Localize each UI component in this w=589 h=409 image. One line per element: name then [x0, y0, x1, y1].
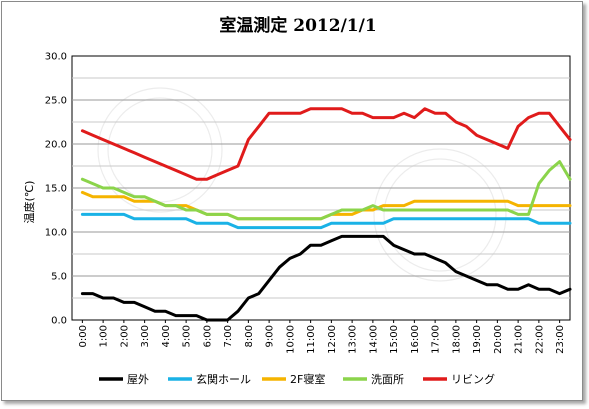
x-tick-label: 14:00 [368, 325, 379, 354]
y-tick-label: 30.0 [45, 52, 67, 63]
y-axis-label: 温度(℃) [22, 181, 36, 224]
series-line-屋外 [80, 234, 572, 322]
series-line-洗面所 [80, 160, 572, 221]
x-tick-label: 15:00 [389, 325, 400, 354]
x-tick-label: 16:00 [410, 325, 421, 354]
y-tick-label: 25.0 [45, 96, 67, 107]
x-axis-ticks: 0:00 1:00 2:00 3:00 4:00 5:00 6:00 7:00 8:00 9:00… [78, 320, 566, 354]
x-tick-label: 8:00 [244, 325, 255, 347]
legend-label: 玄関ホール [196, 372, 251, 386]
legend-label: 洗面所 [371, 373, 404, 386]
x-tick-label: 17:00 [431, 325, 442, 354]
y-tick-label: 10.0 [45, 228, 67, 239]
grid-lines [72, 77, 570, 299]
x-tick-label: 7:00 [223, 325, 234, 347]
series-line-玄関ホール [80, 212, 572, 230]
x-tick-label: 19:00 [472, 325, 483, 354]
legend-label: 屋外 [127, 373, 149, 386]
legend-label: リビング [451, 372, 495, 386]
x-tick-label: 5:00 [182, 325, 193, 347]
watermark-logo [97, 87, 507, 282]
series-lines [80, 107, 572, 322]
series-line-リビング [80, 107, 572, 181]
y-tick-label: 15.0 [45, 184, 67, 195]
x-tick-label: 4:00 [161, 325, 172, 347]
x-tick-label: 22:00 [534, 325, 545, 354]
x-tick-label: 1:00 [99, 325, 110, 347]
y-tick-label: 5.0 [51, 272, 67, 283]
series-line-2F寝室 [80, 190, 572, 221]
chart-title: 室温測定 2012/1/1 [219, 15, 376, 36]
x-tick-label: 10:00 [285, 325, 296, 354]
x-tick-label: 21:00 [514, 325, 525, 354]
y-tick-label: 20.0 [45, 140, 67, 151]
x-tick-label: 13:00 [348, 325, 359, 354]
x-tick-label: 11:00 [306, 325, 317, 354]
x-tick-label: 12:00 [327, 325, 338, 354]
legend: 屋外 玄関ホール 2F寝室 洗面所 リビング [99, 372, 495, 386]
x-tick-label: 6:00 [202, 325, 213, 347]
x-tick-label: 2:00 [119, 325, 130, 347]
x-tick-label: 3:00 [140, 325, 151, 347]
y-tick-label: 0.0 [51, 316, 67, 327]
x-tick-label: 18:00 [451, 325, 462, 354]
x-tick-label: 23:00 [555, 325, 566, 354]
x-tick-label: 9:00 [265, 325, 276, 347]
legend-label: 2F寝室 [290, 372, 325, 386]
x-tick-label: 20:00 [493, 325, 504, 354]
y-axis-ticks: 0.0 5.0 10.0 15.0 20.0 25.0 30.0 [45, 52, 67, 327]
x-tick-label: 0:00 [78, 325, 89, 347]
